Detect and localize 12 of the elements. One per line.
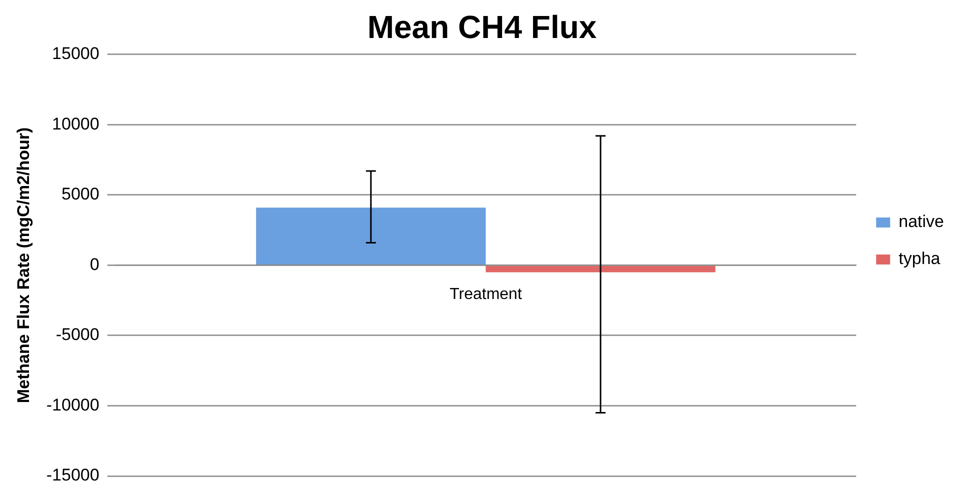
- y-tick-label: 10000: [52, 114, 100, 134]
- y-tick-label: 15000: [52, 44, 100, 64]
- y-tick-label: -5000: [56, 325, 100, 344]
- y-tick-label: -15000: [46, 466, 100, 485]
- y-tick-label: -10000: [46, 395, 100, 414]
- y-axis-title: Methane Flux Rate (mgC/m2/hour): [14, 127, 33, 404]
- chart-title: Mean CH4 Flux: [367, 9, 597, 46]
- y-tick-label: 0: [90, 254, 100, 274]
- y-tick-label: 5000: [62, 184, 100, 204]
- x-tick-label: Treatment: [450, 286, 522, 304]
- legend-label: native: [898, 212, 944, 232]
- legend-label: typha: [898, 249, 941, 268]
